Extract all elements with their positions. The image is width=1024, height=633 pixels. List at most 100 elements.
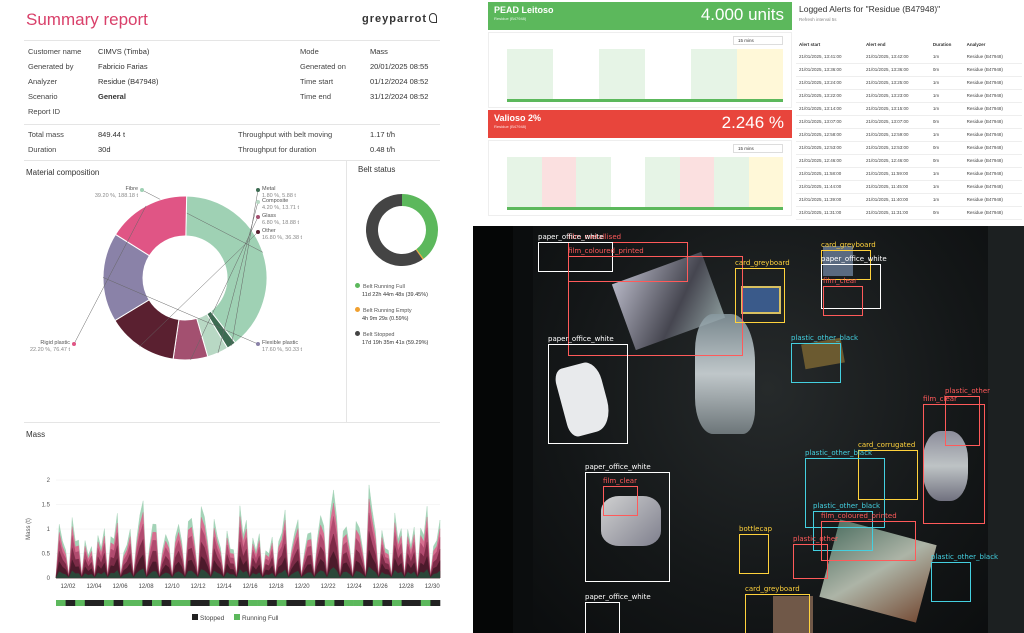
- alert-header[interactable]: PEAD Leitoso Residue (B47948) 4.000 units: [488, 2, 792, 30]
- table-cell: 21/01/2025, 11:31:00: [796, 206, 863, 220]
- totals-value: 1.17 t/h: [370, 130, 396, 139]
- table-cell: Residue (B47948): [963, 63, 1022, 77]
- belt-legend-dot: [355, 331, 360, 336]
- table-cell: 21/01/2025, 11:45:00: [862, 180, 930, 194]
- table-row: 21/01/2025, 13:24:00 21/01/2025, 13:25:00…: [796, 76, 1022, 90]
- alerts-panel: PEAD Leitoso Residue (B47948) 4.000 units 1…: [474, 0, 1024, 226]
- belt-slice: [415, 249, 424, 260]
- table-cell: 1m: [929, 180, 964, 194]
- mass-belt-strip-segment: [113, 600, 124, 606]
- mass-xtick: 12/12: [191, 584, 207, 590]
- composition-leader-dot: [256, 230, 260, 234]
- table-cell: 1m: [929, 193, 964, 207]
- composition-donut-chart: [72, 188, 268, 361]
- alert-graph-band: [507, 49, 553, 101]
- table-cell: 21/01/2025, 13:24:00: [796, 76, 863, 90]
- table-cell: Residue (B47948): [963, 89, 1022, 103]
- info-value: [94, 104, 296, 119]
- totals-value: 0.48 t/h: [370, 145, 396, 154]
- totals-label: Throughput for duration: [238, 145, 317, 154]
- mass-belt-strip-segment: [296, 600, 306, 606]
- detection-box: [805, 458, 885, 528]
- alert-title: Valioso 2%: [494, 113, 542, 123]
- detection-box: [735, 268, 785, 323]
- alert-graph-band: [645, 49, 691, 101]
- logged-alerts-title: Logged Alerts for "Residue (B47948)": [799, 4, 941, 14]
- belt-slice: [402, 194, 438, 259]
- mass-belt-strip-segment: [132, 600, 143, 606]
- detection-label: film_clear: [923, 395, 957, 403]
- mass-belt-strip-segment: [56, 600, 66, 606]
- alert-range-select[interactable]: 15 mins: [733, 144, 783, 153]
- table-cell: 21/01/2025, 13:36:00: [796, 63, 863, 77]
- table-row: 21/01/2025, 12:53:00 21/01/2025, 12:53:00…: [796, 141, 1022, 155]
- alert-graph-band: [691, 49, 737, 101]
- alert-graph-band: [645, 157, 680, 209]
- belt-legend-value: 11d 22h 44m 48s (39.45%): [362, 292, 428, 298]
- totals-label: Total mass: [28, 130, 64, 139]
- detection-label: paper_office_white: [548, 335, 614, 343]
- alert-header[interactable]: Valioso 2% Residue (B47948) 2.246 %: [488, 110, 792, 138]
- alert-graph-band: [553, 49, 599, 101]
- belt-legend-label: Belt Running Empty: [363, 308, 412, 314]
- table-cell: 21/01/2025, 13:14:00: [796, 102, 863, 116]
- info-value: 31/12/2024 08:52: [370, 92, 429, 101]
- table-cell: Residue (B47948): [963, 115, 1022, 129]
- info-label: Mode: [300, 47, 319, 56]
- composition-leader-line: [102, 277, 259, 345]
- mass-ytick: 1.5: [42, 503, 51, 509]
- table-cell: 21/01/2025, 12:46:00: [796, 154, 863, 168]
- belt-legend-dot: [355, 283, 360, 288]
- mass-belt-strip-segment: [65, 600, 76, 606]
- belt-legend-item: Belt Stopped 17d 19h 35m 41s (59.29%): [355, 331, 450, 346]
- mass-belt-strip-segment: [104, 600, 114, 606]
- composition-label-name: Metal: [262, 186, 276, 192]
- logged-alerts-header: Alert start: [799, 41, 821, 47]
- mass-belt-strip-segment: [392, 600, 402, 606]
- composition-label-value: 4.20 %, 13.71 t: [262, 204, 299, 211]
- detection-label: paper_office_white: [585, 593, 651, 601]
- table-cell: 21/01/2025, 12:58:00: [796, 128, 863, 142]
- composition-label: Glass 6.80 %, 18.88 t: [262, 213, 322, 226]
- composition-leader-dot: [256, 188, 260, 192]
- mass-xtick: 12/08: [139, 584, 155, 590]
- detection-label: film_coloured_printed: [821, 512, 897, 520]
- composition-label-name: Fibre: [125, 186, 138, 192]
- mass-belt-strip-segment: [94, 600, 105, 606]
- alert-graph: 15 mins: [488, 140, 792, 216]
- mass-xtick: 12/30: [425, 584, 441, 590]
- table-cell: 1m: [929, 89, 964, 103]
- table-row: 21/01/2025, 12:58:00 21/01/2025, 12:59:00…: [796, 128, 1022, 142]
- logged-alerts-table: Alert start Alert end Duration Analyzer 21/…: [796, 38, 1022, 220]
- composition-label: Fibre 39.20 %, 188.18 t: [78, 186, 138, 199]
- table-cell: 21/01/2025, 13:36:00: [862, 63, 930, 77]
- table-cell: Residue (B47948): [963, 206, 1022, 220]
- detection-label: card_greyboard: [745, 585, 800, 593]
- info-value: [366, 104, 432, 119]
- alert-graph-band: [737, 49, 783, 101]
- composition-leader-dot: [256, 215, 260, 219]
- alert-value: 4.000 units: [700, 5, 784, 24]
- mass-legend-label: Stopped: [200, 615, 225, 622]
- table-row: 21/01/2025, 13:14:00 21/01/2025, 13:15:00…: [796, 102, 1022, 116]
- detection-label: plastic_other_black: [931, 553, 999, 561]
- composition-label-name: Composite: [262, 198, 289, 204]
- mass-xtick: 12/26: [373, 584, 389, 590]
- mass-belt-strip-segment: [286, 600, 297, 606]
- detection-box: [739, 534, 769, 574]
- info-label: Time end: [300, 92, 331, 101]
- detection-box: [568, 256, 743, 356]
- belt-legend-label: Belt Running Full: [363, 284, 405, 290]
- belt-legend-item: Belt Running Full 11d 22h 44m 48s (39.45%…: [355, 283, 450, 298]
- mass-ytick: 0: [47, 576, 51, 582]
- composition-label-value: 22.20 %, 76.47 t: [29, 346, 70, 353]
- info-label: Report ID: [28, 107, 61, 116]
- composition-leader-line: [73, 205, 147, 345]
- mass-belt-strip-segment: [382, 600, 393, 606]
- mass-legend-swatch: [234, 614, 240, 620]
- alert-range-select[interactable]: 15 mins: [733, 36, 783, 45]
- composition-label: Metal 1.80 %, 5.88 t: [262, 186, 322, 199]
- composition-label: Flexible plastic 17.60 %, 50.33 t: [262, 340, 322, 353]
- mass-xtick: 12/16: [243, 584, 259, 590]
- detection-label: plastic_other_black: [791, 334, 859, 342]
